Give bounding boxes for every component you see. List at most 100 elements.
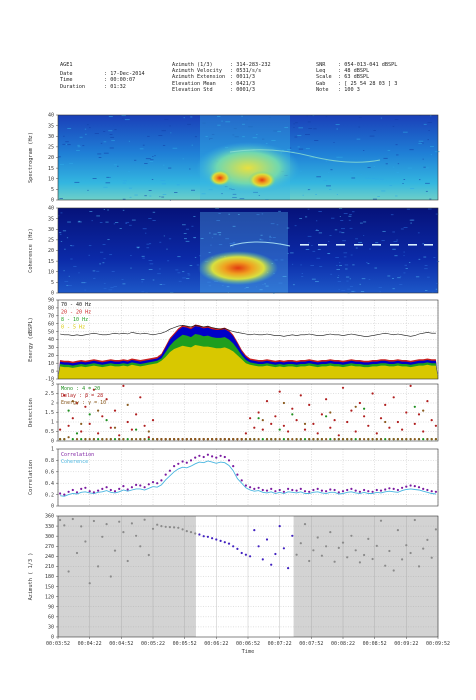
coherence-texture (78, 272, 80, 274)
detection-point (287, 430, 290, 433)
coherence-texture (351, 290, 355, 292)
coherence-texture (109, 254, 113, 256)
coherence-texture (417, 232, 420, 234)
spectrogram-texture (304, 133, 310, 135)
spectrogram-texture (242, 123, 245, 125)
spectrogram-texture (109, 134, 113, 135)
coherence-texture (346, 280, 349, 282)
y-tick-label: 0 (51, 291, 54, 297)
detection-point (105, 398, 108, 401)
correlation-point (388, 487, 391, 490)
spectrogram-texture (149, 161, 154, 163)
detection-point (257, 417, 260, 420)
coherence-texture (403, 251, 405, 253)
azimuth-point (274, 552, 277, 556)
correlation-point (312, 488, 315, 492)
spectrogram-texture (209, 138, 213, 139)
header-key: Note (316, 86, 329, 93)
coherence-texture (125, 223, 128, 224)
legend-entry: 70 - 40 Hz (61, 302, 91, 308)
coherence-texture (102, 262, 105, 264)
coherence-texture (318, 211, 322, 213)
coherence-texture (341, 228, 345, 230)
spectrogram-texture (105, 182, 111, 184)
y-tick-label: 2 (51, 401, 54, 407)
spectrogram-texture (302, 194, 304, 196)
spectrogram-texture (148, 190, 152, 191)
y-tick-label: 20 (48, 248, 54, 254)
spectrogram-hot-spot (209, 170, 231, 186)
spectrogram-texture (103, 152, 109, 154)
coherence-texture (228, 213, 231, 215)
coherence-texture (145, 292, 148, 293)
y-tick-label: 0.4 (45, 481, 54, 487)
coherence-texture (67, 285, 72, 286)
spectrogram-texture (418, 143, 423, 144)
spectrogram-texture (367, 167, 371, 169)
coherence-texture (335, 256, 339, 258)
detection-point (164, 438, 167, 441)
coherence-texture (103, 283, 106, 285)
header-value: : 0421/3 (230, 80, 255, 87)
detection-point (147, 438, 150, 441)
azimuth-point (282, 547, 285, 550)
detection-point (173, 438, 176, 441)
correlation-point (151, 481, 155, 484)
legend-entry: Mono : 4 = 20 (61, 386, 100, 392)
spectrogram-texture (84, 128, 87, 130)
spectrogram-texture (209, 139, 211, 140)
coherence-texture (399, 283, 403, 285)
coherence-texture (378, 287, 383, 288)
correlation-point (113, 490, 117, 493)
azimuth-point (312, 549, 315, 552)
header-key: Time (60, 77, 73, 84)
correlation-point (392, 487, 395, 490)
detection-point (325, 438, 328, 441)
spectrogram-texture (329, 189, 332, 190)
detection-point (75, 401, 79, 405)
spectrogram-texture (293, 127, 295, 128)
x-tick-label: 00:09:22 (394, 641, 418, 647)
header-value: : 01:32 (104, 83, 126, 90)
coherence-texture (359, 222, 363, 224)
coherence-texture (182, 271, 185, 273)
spectrogram-texture (316, 176, 321, 178)
coherence-texture (427, 208, 432, 210)
spectrogram-texture (271, 140, 276, 141)
header-value: : [ 25 54 28 03 ] 3 (338, 80, 398, 87)
header-key: Scale (316, 74, 332, 81)
coherence-texture (216, 220, 221, 221)
correlation-point (274, 490, 277, 493)
correlation-point (417, 486, 421, 489)
spectrogram-texture (122, 180, 127, 182)
detection-point (329, 411, 332, 414)
coherence-texture (272, 237, 276, 239)
detection-point (388, 426, 391, 429)
azimuth-point (168, 526, 171, 529)
spectrogram-texture (87, 189, 89, 191)
spectrogram-texture (163, 164, 165, 166)
detection-point (249, 438, 252, 441)
spectrogram-texture (65, 143, 68, 145)
spectrogram-texture (277, 131, 282, 133)
detection-point (358, 438, 361, 441)
coherence-texture (136, 246, 140, 248)
detection-point (354, 405, 357, 408)
correlation-point (409, 484, 412, 487)
y-tick-label: 60 (48, 615, 54, 621)
x-axis-label: Time (242, 649, 255, 655)
y-tick-label: 0.6 (45, 470, 54, 476)
spectrogram-texture (145, 158, 151, 160)
detection-point (320, 413, 323, 416)
coherence-texture (149, 243, 152, 245)
coherence-texture (208, 252, 211, 253)
azimuth-point (291, 534, 294, 537)
coherence-texture (196, 264, 200, 266)
coherence-texture (291, 263, 294, 265)
coherence-hot-spot (198, 251, 278, 285)
detection-point (299, 394, 302, 397)
coherence-texture (141, 278, 145, 280)
detection-point (211, 438, 214, 441)
detection-point (354, 430, 357, 433)
y-tick-label: 50 (48, 329, 54, 335)
